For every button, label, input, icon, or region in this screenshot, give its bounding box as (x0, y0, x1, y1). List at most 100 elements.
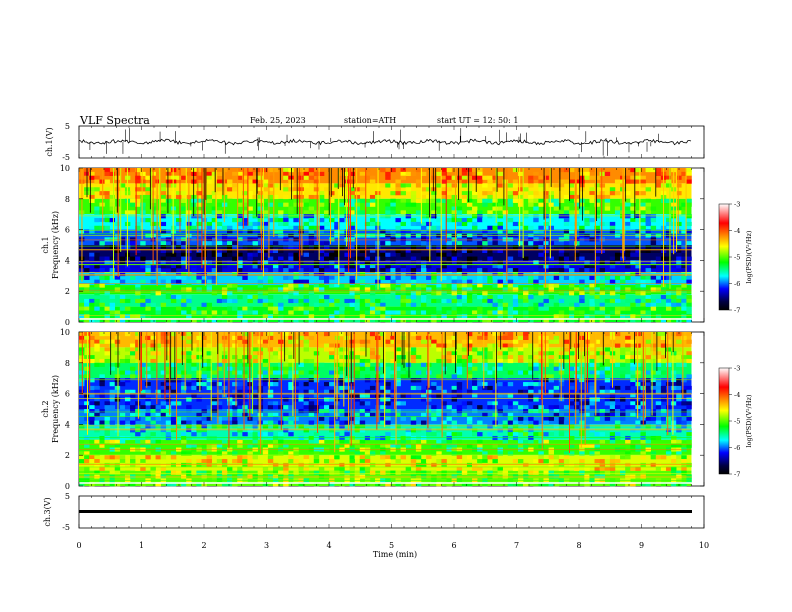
spectrogram-cell (461, 275, 468, 280)
spectrogram-cell (604, 271, 611, 277)
spectrogram-cell (349, 462, 355, 468)
spectrogram-cell (410, 218, 417, 223)
spectrogram-cell (252, 343, 258, 348)
spectrogram-cell (140, 459, 146, 464)
spectrogram-cell (441, 168, 447, 173)
spectrogram-cell (436, 393, 442, 398)
spectrogram-cell (109, 470, 116, 475)
spectrogram-cell (395, 358, 401, 364)
spectrogram-cell (456, 306, 463, 311)
spectrogram-cell (405, 466, 412, 471)
spectrogram-cell (339, 482, 345, 487)
spectrogram-cell (528, 355, 534, 360)
spectrogram-cell (466, 343, 473, 348)
spectrogram-cell (272, 474, 279, 479)
spectrogram-cell (364, 202, 371, 207)
spectrogram-cell (686, 229, 692, 234)
spectrogram-cell (303, 202, 309, 207)
spectrogram-cell (451, 443, 458, 448)
spectrogram-cell (686, 310, 692, 315)
spectrogram-cell (676, 260, 682, 265)
spectrogram-cell (676, 245, 682, 250)
spectrogram-cell (293, 237, 299, 242)
spectrogram-cell (686, 295, 692, 300)
spectrogram-cell (237, 459, 243, 464)
spectrogram-cell (538, 302, 544, 307)
spectrogram-cell (324, 187, 330, 192)
spectrogram-cell (420, 241, 427, 246)
spectrogram-cell (574, 210, 580, 215)
spectrogram-cell (410, 347, 417, 352)
spectrogram-cell (609, 229, 616, 234)
spectrogram-cell (609, 279, 616, 284)
spectrogram-cell (507, 432, 514, 437)
spectrogram-cell (487, 401, 493, 406)
spectrogram-cell (216, 474, 223, 479)
spectrogram-cell (400, 393, 406, 398)
spectrogram-cell (237, 332, 243, 337)
spectrogram-cell (349, 314, 355, 319)
spectrogram-cell (135, 424, 141, 429)
spectrogram-cell (548, 202, 554, 207)
spectrogram-cell (318, 332, 325, 337)
spectrogram-cell (232, 382, 238, 387)
spectrogram-cell (170, 295, 177, 300)
spectrogram-cell (262, 362, 269, 367)
spectrogram-cell (558, 179, 565, 184)
spectrogram-cell (303, 347, 309, 352)
spectrogram-cell (196, 248, 202, 253)
spectrogram-cell (497, 409, 503, 414)
spectrogram-cell (165, 179, 172, 184)
spectrogram-cell (640, 245, 646, 250)
spectrogram-cell (579, 175, 585, 180)
spectrogram-cell (196, 355, 202, 360)
spectrogram-cell (553, 339, 560, 344)
spectrogram-cell (267, 202, 274, 207)
spectrogram-cell (456, 260, 463, 265)
spectrogram-cell (523, 343, 529, 348)
spectrogram-cell (671, 455, 677, 460)
spectrogram-cell (257, 283, 264, 288)
spectrogram-cell (380, 405, 386, 410)
spectrogram-cell (283, 168, 289, 173)
spectrogram-cell (477, 405, 483, 410)
spectrogram-cell (196, 229, 202, 234)
spectrogram-cell (206, 435, 213, 441)
spectrogram-cell (553, 283, 560, 288)
spectrogram-cell (349, 443, 355, 448)
spectrogram-cell (451, 206, 458, 211)
spectrogram-cell (671, 428, 677, 433)
spectrogram-cell (257, 218, 264, 223)
spectrogram-cell (502, 210, 509, 215)
spectrogram-cell (676, 451, 682, 456)
spectrogram-cell (227, 474, 233, 479)
spectrogram-cell (563, 374, 570, 379)
spectrogram-cell (543, 214, 549, 219)
spectrogram-cell (625, 248, 631, 253)
spectrogram-cell (477, 306, 483, 311)
spectrogram-cell (625, 455, 631, 460)
spectrogram-cell (625, 451, 631, 456)
spectrogram-cell (528, 428, 534, 433)
spectrogram-cell (130, 459, 136, 464)
spectrogram-cell (533, 393, 539, 398)
spectrogram-cell (528, 466, 534, 471)
spectrogram-cell (492, 264, 498, 269)
spectrogram-cell (517, 194, 524, 200)
spectrogram-cell (186, 374, 192, 379)
spectrogram-cell (145, 424, 151, 429)
spectrogram-cell (655, 171, 662, 176)
spectrogram-cell (104, 389, 110, 394)
spectrogram-cell (635, 318, 641, 323)
spectrogram-cell (574, 393, 580, 398)
spectrogram-cell (676, 378, 682, 383)
spectrogram-cell (237, 229, 243, 234)
spectrogram-cell (589, 168, 595, 173)
spectrogram-cell (507, 416, 514, 421)
spectrogram-cell (533, 482, 539, 487)
spectrogram-cell (344, 210, 350, 215)
spectrogram-cell (630, 271, 636, 277)
spectrogram-cell (579, 470, 585, 475)
spectrogram-cell (124, 416, 131, 421)
spectrogram-cell (594, 466, 600, 471)
